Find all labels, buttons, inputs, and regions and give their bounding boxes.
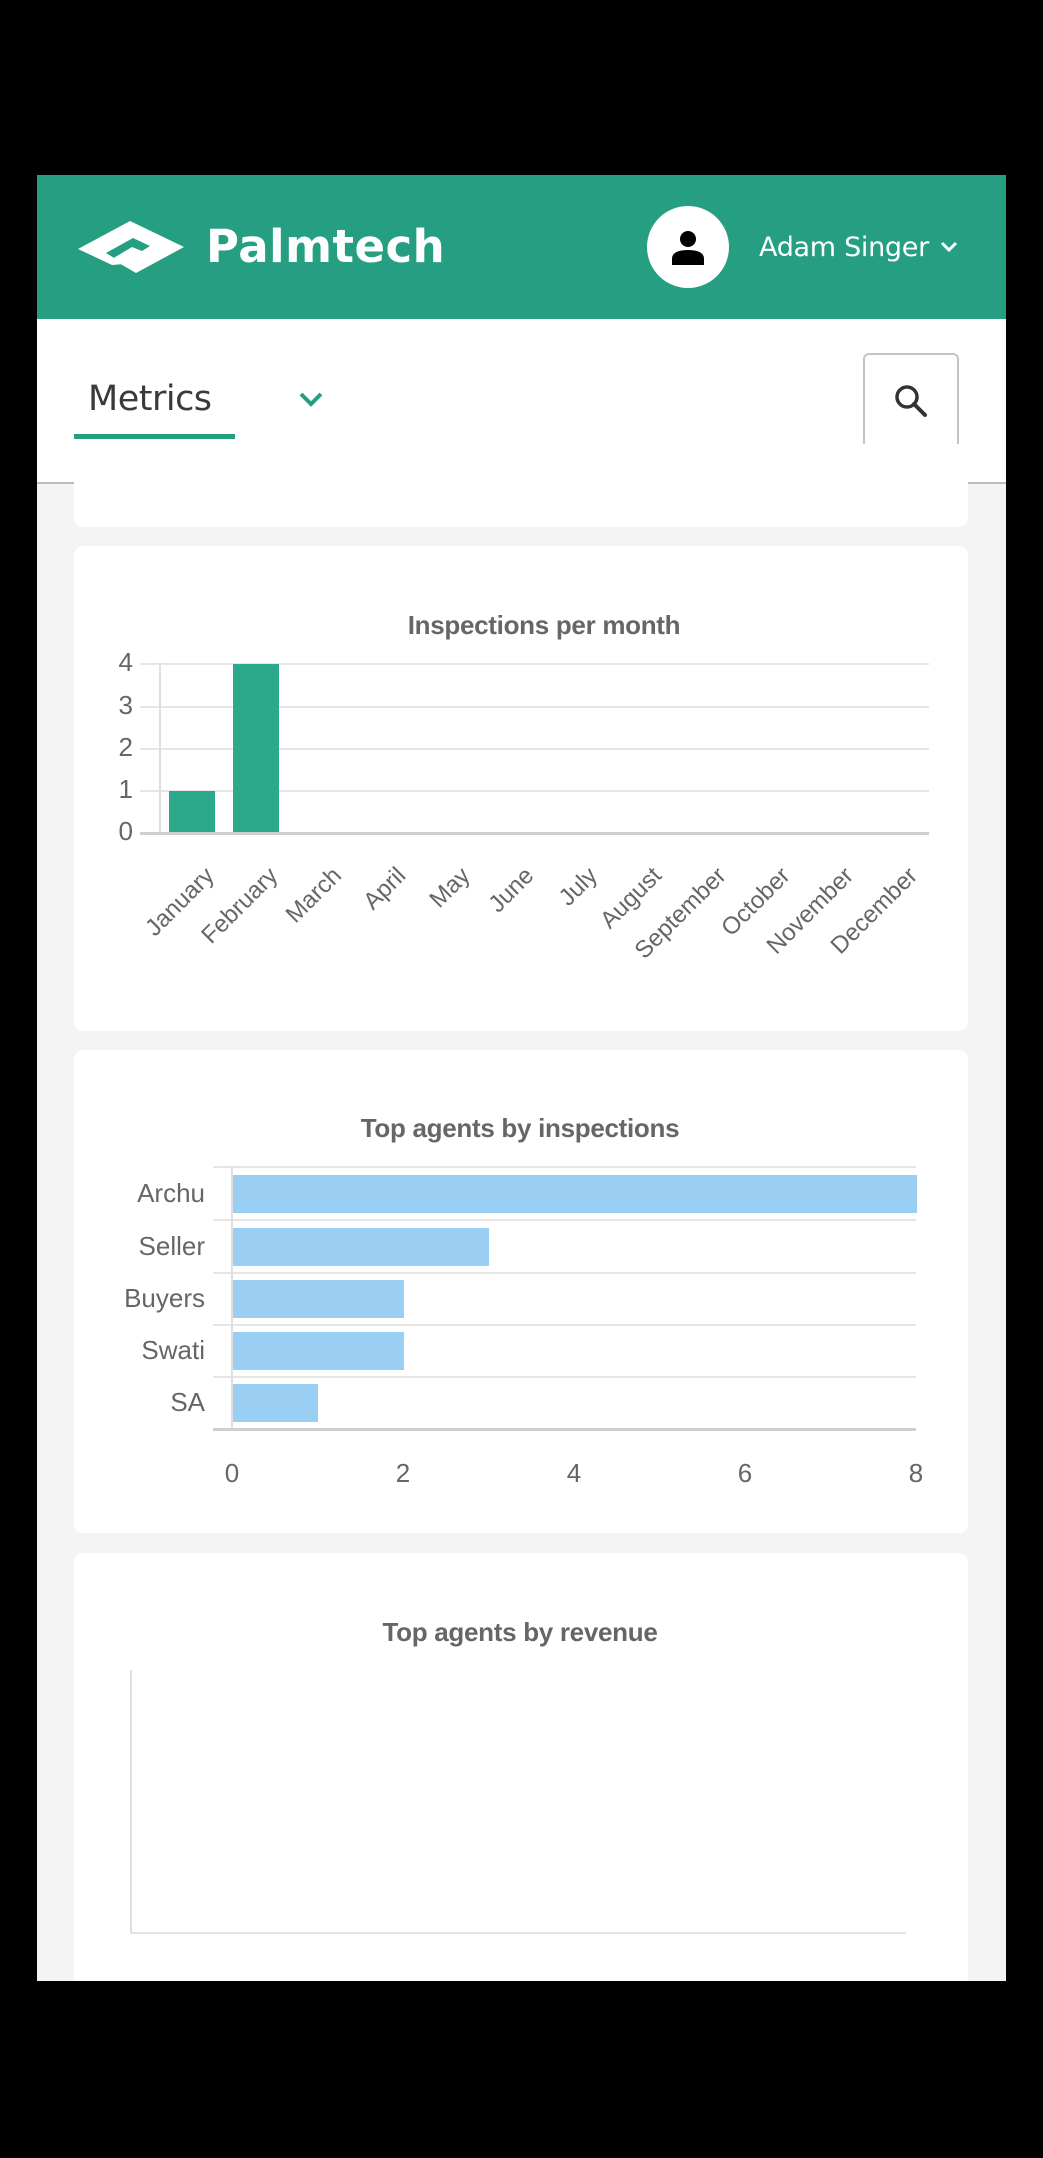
gridline xyxy=(140,706,929,708)
bar-seller[interactable] xyxy=(233,1228,489,1266)
user-menu[interactable]: Adam Singer xyxy=(647,206,959,288)
x-tick-label: April xyxy=(358,862,412,916)
gridline xyxy=(140,790,929,792)
user-name: Adam Singer xyxy=(759,231,929,263)
metrics-content[interactable]: Inspections per month 4 3 2 1 0 January … xyxy=(37,444,1006,1981)
x-tick-label: 6 xyxy=(737,1458,753,1488)
y-tick-label: 2 xyxy=(118,732,133,762)
bar-sa[interactable] xyxy=(233,1384,318,1422)
x-axis-line xyxy=(140,832,929,835)
gridline xyxy=(140,748,929,750)
x-axis-line xyxy=(130,1932,906,1934)
gridline xyxy=(140,663,929,665)
bar-january[interactable] xyxy=(169,791,215,833)
app-header: Palmtech Adam Singer xyxy=(37,175,1006,319)
chart-title: Inspections per month xyxy=(407,610,681,640)
x-axis-line xyxy=(213,1428,916,1431)
chart-card-inspections-per-month: Inspections per month 4 3 2 1 0 January … xyxy=(74,546,968,1031)
chevron-down-icon[interactable] xyxy=(296,389,326,414)
y-tick-label: 3 xyxy=(118,690,133,720)
x-tick-label: 2 xyxy=(395,1458,411,1488)
chart-card-top-agents-revenue: Top agents by revenue xyxy=(74,1553,968,1981)
gridline xyxy=(213,1272,916,1274)
x-tick-label: July xyxy=(553,862,604,912)
chart-title: Top agents by revenue xyxy=(382,1617,658,1647)
tab-metrics-label: Metrics xyxy=(88,379,212,419)
avatar[interactable] xyxy=(647,206,729,288)
x-tick-label: 0 xyxy=(224,1458,240,1488)
agent-label: SA xyxy=(170,1387,205,1417)
x-tick-label: 8 xyxy=(908,1458,924,1488)
palmtech-logo-icon xyxy=(78,221,184,273)
gridline xyxy=(213,1166,916,1168)
agent-label: Seller xyxy=(138,1231,205,1261)
chart-title: Top agents by inspections xyxy=(360,1113,680,1143)
app-screen: Palmtech Adam Singer Metrics xyxy=(37,175,1006,1981)
chart-card-top-agents-inspections: Top agents by inspections Archu Seller B… xyxy=(74,1050,968,1533)
x-tick-label: 4 xyxy=(566,1458,582,1488)
active-tab-indicator xyxy=(74,434,235,439)
brand-logo[interactable]: Palmtech xyxy=(78,217,445,277)
bar-buyers[interactable] xyxy=(233,1280,404,1318)
agent-label: Archu xyxy=(137,1178,205,1208)
gridline xyxy=(213,1219,916,1221)
user-icon xyxy=(672,231,704,265)
agent-label: Buyers xyxy=(124,1283,205,1313)
y-tick-label: 4 xyxy=(118,647,133,677)
bar-swati[interactable] xyxy=(233,1332,404,1370)
y-axis-line xyxy=(231,1166,233,1430)
y-tick-label: 1 xyxy=(118,774,133,804)
search-icon xyxy=(895,385,927,417)
agent-label: Swati xyxy=(141,1335,205,1365)
chevron-down-icon[interactable] xyxy=(939,240,959,254)
y-tick-label: 0 xyxy=(118,816,133,846)
x-tick-label: March xyxy=(280,862,348,929)
metric-card-partial xyxy=(74,444,968,527)
bar-archu[interactable] xyxy=(233,1175,917,1213)
brand-name: Palmtech xyxy=(206,220,446,273)
gridline xyxy=(213,1376,916,1378)
bar-february[interactable] xyxy=(233,664,279,833)
x-tick-label: May xyxy=(424,862,476,914)
search-button[interactable] xyxy=(863,353,959,449)
gridline xyxy=(213,1324,916,1326)
x-tick-label: June xyxy=(483,862,540,918)
y-axis-line xyxy=(130,1670,132,1934)
y-axis-line xyxy=(159,663,161,833)
